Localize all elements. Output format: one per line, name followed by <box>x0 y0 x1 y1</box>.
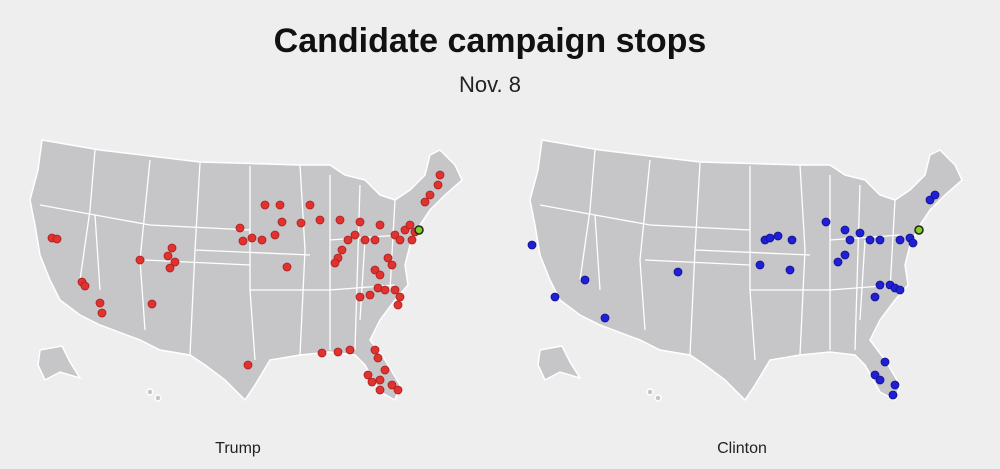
campaign-stop <box>317 348 327 358</box>
campaign-stop <box>580 275 590 285</box>
campaign-stop <box>387 380 397 390</box>
campaign-stop <box>375 375 385 385</box>
campaign-stop <box>914 225 924 235</box>
campaign-stop <box>550 292 560 302</box>
map-label: Trump <box>215 440 261 457</box>
campaign-stop <box>433 180 443 190</box>
campaign-stop <box>167 243 177 253</box>
campaign-stop <box>908 238 918 248</box>
campaign-stop <box>370 345 380 355</box>
campaign-stop <box>235 223 245 233</box>
campaign-stop <box>840 250 850 260</box>
campaign-stop <box>370 235 380 245</box>
campaign-stop <box>527 240 537 250</box>
campaign-stop <box>170 257 180 267</box>
campaign-stop <box>355 217 365 227</box>
campaign-stop <box>238 236 248 246</box>
campaign-stop <box>405 220 415 230</box>
campaign-stop <box>165 263 175 273</box>
campaign-stop <box>880 357 890 367</box>
campaign-stop <box>673 267 683 277</box>
campaign-stop <box>147 299 157 309</box>
campaign-stop <box>390 285 400 295</box>
campaign-stop <box>282 262 292 272</box>
clinton-map <box>527 139 963 402</box>
campaign-stop <box>80 281 90 291</box>
campaign-stop <box>425 190 435 200</box>
campaign-stop <box>375 270 385 280</box>
campaign-stop <box>888 390 898 400</box>
campaign-stop <box>243 360 253 370</box>
campaign-stop <box>765 233 775 243</box>
campaign-stop <box>363 370 373 380</box>
campaign-stop <box>414 225 424 235</box>
campaign-stop <box>875 280 885 290</box>
campaign-stop <box>890 380 900 390</box>
trump-map <box>29 139 463 402</box>
campaign-stop <box>95 298 105 308</box>
campaign-stop <box>277 217 287 227</box>
campaign-stop <box>375 385 385 395</box>
title: Candidate campaign stops <box>274 22 707 60</box>
campaign-stop <box>360 235 370 245</box>
campaign-stop <box>865 235 875 245</box>
campaign-stop <box>600 313 610 323</box>
campaign-stop <box>296 218 306 228</box>
campaign-stop <box>260 200 270 210</box>
campaign-stop <box>343 235 353 245</box>
campaign-stop <box>420 197 430 207</box>
campaign-stop <box>787 235 797 245</box>
campaign-stop <box>930 190 940 200</box>
map-label: Clinton <box>717 440 767 457</box>
campaign-stop <box>330 258 340 268</box>
campaign-stop <box>275 200 285 210</box>
subtitle: Nov. 8 <box>459 72 521 97</box>
campaign-stop <box>773 231 783 241</box>
campaign-stop <box>895 285 905 295</box>
campaign-stop <box>335 215 345 225</box>
campaign-stop <box>875 375 885 385</box>
campaign-stop <box>380 365 390 375</box>
campaign-stop <box>383 253 393 263</box>
campaign-stop <box>337 245 347 255</box>
campaign-stop <box>315 215 325 225</box>
campaign-stop <box>97 308 107 318</box>
campaign-stop <box>435 170 445 180</box>
campaign-stop <box>163 251 173 261</box>
campaign-stop <box>833 257 843 267</box>
campaign-stop <box>380 285 390 295</box>
campaign-stop <box>247 233 257 243</box>
campaign-stop <box>257 235 267 245</box>
campaign-stop <box>270 230 280 240</box>
campaign-stop <box>350 230 360 240</box>
campaign-stop <box>821 217 831 227</box>
campaign-stop <box>845 235 855 245</box>
campaign-stop <box>393 385 403 395</box>
campaign-stop <box>755 260 765 270</box>
campaign-stop <box>305 200 315 210</box>
campaign-stop <box>395 235 405 245</box>
campaign-stop <box>393 300 403 310</box>
campaign-stop <box>52 234 62 244</box>
campaign-stop <box>407 235 417 245</box>
campaign-stop <box>785 265 795 275</box>
campaign-stop <box>895 235 905 245</box>
campaign-stop <box>840 225 850 235</box>
campaign-stop <box>375 220 385 230</box>
campaign-stop <box>355 292 365 302</box>
campaign-stop <box>855 228 865 238</box>
campaign-stop <box>365 290 375 300</box>
campaign-stop <box>135 255 145 265</box>
campaign-stop <box>367 377 377 387</box>
campaign-stop <box>345 345 355 355</box>
campaign-stop <box>875 235 885 245</box>
campaign-stop <box>395 292 405 302</box>
campaign-stop <box>373 353 383 363</box>
campaign-stop <box>333 347 343 357</box>
campaign-stop <box>387 260 397 270</box>
campaign-stop <box>870 292 880 302</box>
